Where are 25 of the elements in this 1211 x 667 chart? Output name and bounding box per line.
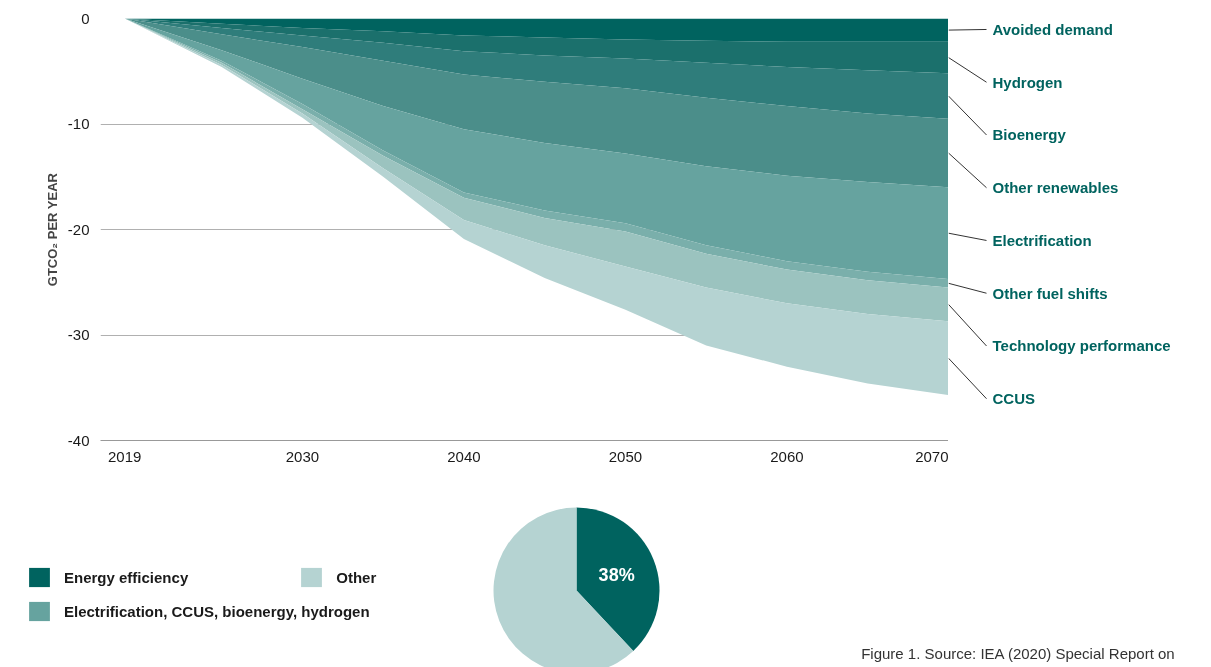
y-tick-label: -20 <box>67 220 90 238</box>
text: Electrification <box>992 231 1092 249</box>
y-tick-label: -10 <box>67 115 90 132</box>
y-tick-label: 0 <box>81 9 90 27</box>
y-tick-label: -40 <box>67 431 90 449</box>
x-tick-label: 2060 <box>770 447 804 465</box>
legend-label: Electrification, CCUS, bioenergy, hydrogen <box>64 602 370 620</box>
text: Avoided demand <box>992 20 1113 38</box>
x-tick-label: 2070 <box>915 447 949 465</box>
data-label: 38% <box>598 564 635 585</box>
x-tick-label: 2040 <box>447 447 481 465</box>
x-tick-label: 2019 <box>108 447 142 465</box>
text: Technology performance <box>992 337 1171 355</box>
legend-label: Energy efficiency <box>64 568 189 586</box>
x-tick-label: 2050 <box>608 447 643 465</box>
text: Other fuel shifts <box>992 284 1108 302</box>
caption: Figure 1. Source: IEA (2020) Special Report on <box>861 644 1175 662</box>
text: Other renewables <box>992 179 1119 197</box>
text: Hydrogen <box>992 73 1063 91</box>
y-tick-label: -30 <box>67 326 90 343</box>
legend-label: Other <box>336 568 377 586</box>
y-axis-title: GTCO₂ PER YEAR <box>44 172 60 287</box>
text: Bioenergy <box>992 126 1067 144</box>
x-tick-label: 2030 <box>285 447 320 465</box>
text: CCUS <box>992 390 1036 408</box>
